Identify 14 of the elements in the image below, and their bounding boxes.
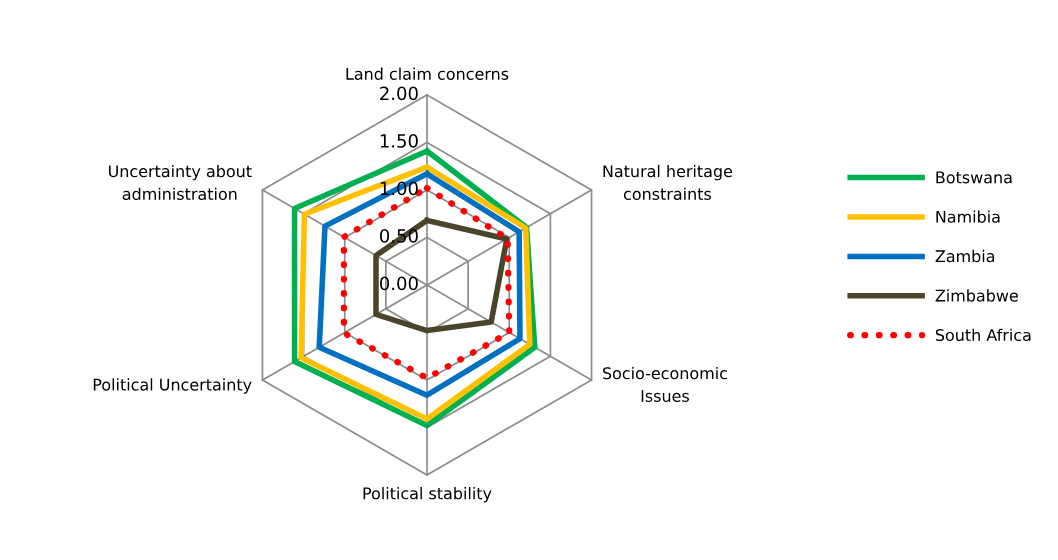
legend-label: Zimbabwe bbox=[935, 289, 1018, 302]
legend-label: South Africa bbox=[935, 328, 1031, 342]
spoke-label: Political stability bbox=[363, 487, 492, 503]
legend-label: Zambia bbox=[935, 249, 995, 263]
y-tick-label: 2.00 bbox=[380, 86, 418, 101]
spoke-label: Political Uncertainty bbox=[93, 378, 252, 394]
legend-label: Botswana bbox=[936, 171, 1012, 184]
legend-label: Namibia bbox=[936, 210, 1000, 223]
y-tick-label: 0.00 bbox=[379, 276, 418, 291]
spoke-label: Natural heritage constraints bbox=[603, 164, 733, 200]
spoke-label: Socio-economic Issues bbox=[602, 366, 727, 402]
spoke-label: Uncertainty about administration bbox=[108, 164, 252, 200]
y-tick-label: 1.50 bbox=[380, 134, 418, 148]
spoke-label: Land claim concerns bbox=[346, 67, 509, 80]
